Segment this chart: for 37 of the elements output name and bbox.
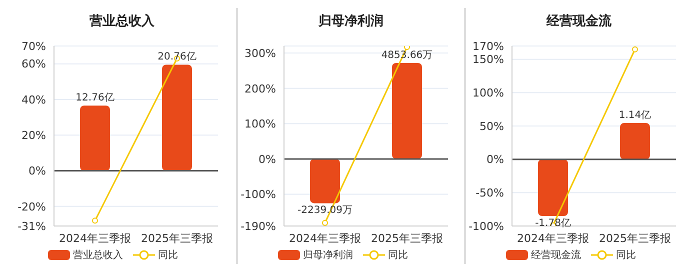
legend-label: 经营现金流 bbox=[531, 248, 581, 262]
y-tick-label: -20% bbox=[18, 200, 46, 214]
y-tick-label: 170% bbox=[472, 40, 504, 53]
x-tick-label: 2024年三季报 bbox=[59, 232, 131, 245]
data-label: 1.14亿 bbox=[618, 110, 652, 122]
legend-label: 同比 bbox=[616, 248, 636, 262]
legend-label: 同比 bbox=[388, 248, 408, 262]
y-tick-label: 20% bbox=[22, 129, 46, 142]
y-tick-label: 100% bbox=[244, 118, 276, 131]
legend-label: 归母净利润 bbox=[303, 248, 353, 262]
legend-label: 同比 bbox=[158, 248, 178, 262]
legend-label: 营业总收入 bbox=[73, 248, 123, 262]
y-tick-label: -100% bbox=[468, 220, 504, 233]
y-tick-label: 40% bbox=[22, 93, 46, 106]
y-tick-label: 0% bbox=[486, 153, 504, 166]
y-tick-label: 50% bbox=[480, 120, 504, 133]
y-tick-label: -190% bbox=[240, 220, 276, 233]
y-tick-label: 70% bbox=[22, 40, 46, 53]
y-tick-label: 0% bbox=[28, 164, 46, 178]
y-tick-label: -31% bbox=[18, 220, 46, 233]
y-tick-label: -50% bbox=[476, 186, 504, 200]
chart-title: 归母净利润 bbox=[318, 12, 384, 31]
y-tick-label: 60% bbox=[22, 58, 46, 71]
y-tick-label: 300% bbox=[244, 46, 276, 60]
y-tick-label: 150% bbox=[472, 53, 504, 66]
x-tick-label: 2025年三季报 bbox=[141, 232, 213, 245]
chart-title: 营业总收入 bbox=[88, 12, 156, 31]
chart-title: 经营现金流 bbox=[545, 12, 612, 31]
x-tick-label: 2025年三季报 bbox=[371, 232, 443, 245]
y-tick-label: 100% bbox=[472, 86, 504, 100]
y-tick-label: 0% bbox=[258, 152, 276, 166]
x-tick-label: 2024年三季报 bbox=[517, 232, 589, 245]
y-tick-label: 200% bbox=[244, 82, 276, 96]
x-tick-label: 2024年三季报 bbox=[289, 232, 361, 245]
y-tick-label: -100% bbox=[240, 188, 276, 202]
x-tick-label: 2025年三季报 bbox=[599, 232, 671, 245]
data-label: 12.76亿 bbox=[76, 92, 114, 104]
